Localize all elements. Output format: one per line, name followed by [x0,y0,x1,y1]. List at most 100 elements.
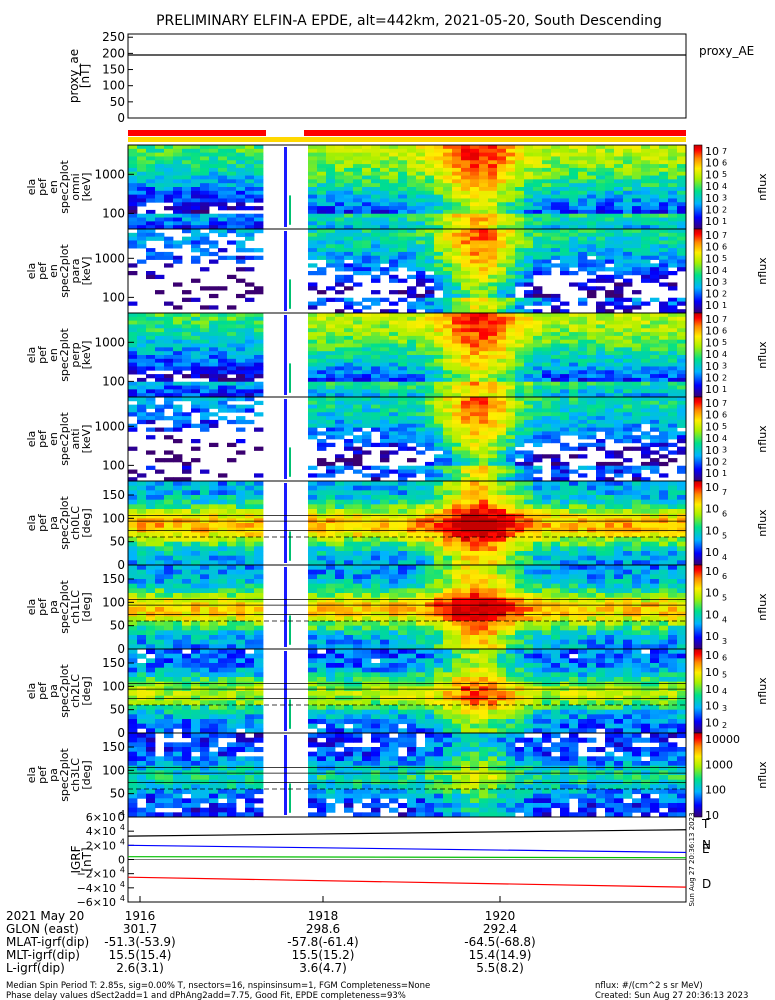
spectrogram-cell [164,377,174,383]
spectrogram-cell [623,335,633,341]
spectrogram-cell [344,167,354,173]
spectrogram-cell [587,320,597,325]
pitch-angle-cell [362,513,372,519]
spectrogram-cell [641,267,651,272]
pitch-angle-cell [227,481,237,487]
spectrogram-cell [569,152,579,157]
spectrogram-cell [533,377,543,383]
spectrogram-cell [587,286,597,291]
spectrogram-cell [380,148,390,154]
spectrogram-cell [425,145,435,150]
spectrogram-cell [515,477,525,482]
spectrogram-cell [209,194,219,199]
spectrogram-cell [641,461,651,467]
spectrogram-cell [470,412,480,417]
spectrogram-cell [317,347,327,352]
spectrogram-cell [353,209,363,215]
pitch-angle-cell [371,504,381,510]
spectrogram-cell [425,240,435,245]
pitch-angle-cell [254,481,264,487]
pitch-angle-cell [254,537,264,543]
spectrogram-cell [218,393,228,398]
spectrogram-cell [461,355,471,360]
spectrogram-cell [209,293,219,299]
spectrogram-cell [236,179,246,184]
spectrogram-cell [353,217,363,222]
spectrogram-cell [479,385,489,390]
pitch-angle-cell [416,504,426,510]
spectrogram-cell [632,377,642,383]
spectrogram-cell [335,313,345,318]
spectrogram-cell [434,160,444,165]
pitch-angle-cell [209,560,219,566]
spectrogram-cell [128,381,138,386]
spectrogram-cell [146,209,156,215]
spectrogram-cell [191,355,201,360]
spectrogram-cell [470,465,480,470]
spectrogram-cell [326,255,336,260]
spectrogram-cell [128,332,138,337]
spectrogram-cell [614,267,624,272]
spectrogram-cell [578,366,588,371]
spectrogram-cell [614,167,624,173]
pitch-angle-cell [317,560,327,566]
spectrogram-cell [353,397,363,402]
spectrogram-cell [524,313,534,318]
spectrogram-cell [407,156,417,161]
spectrogram-cell [317,148,327,154]
spectrogram-cell [434,469,444,474]
spectrogram-cell [182,347,192,352]
spectrogram-cell [227,408,237,413]
spectrogram-cell [128,148,138,154]
spectrogram-cell [614,397,624,402]
spectrogram-cell [425,229,435,234]
spectrogram-cell [632,412,642,417]
spectrogram-cell [443,381,453,386]
spectrogram-cell [515,278,525,283]
spectrogram-cell [407,255,417,260]
spectrogram-cell [236,194,246,199]
spectrogram-cell [659,209,669,215]
spectrogram-cell [542,259,552,264]
spectrogram-cell [209,225,219,230]
spectrogram-cell [344,263,354,268]
spectrogram-cell [344,187,354,192]
spectrogram-cell [479,393,489,398]
pitch-angle-cell [191,513,201,519]
pitch-angle-cell [326,546,336,552]
spectrogram-cell [326,194,336,199]
spectrogram-cell [146,358,156,364]
pitch-angle-cell [425,555,435,561]
spectrogram-cell [623,374,633,379]
spectrogram-cell [353,320,363,325]
spectrogram-cell [623,244,633,249]
pitch-angle-cell [425,532,435,538]
spectrogram-cell [407,408,417,413]
spectrogram-cell [542,419,552,425]
spectrogram-cell [614,213,624,218]
spectrogram-cell [524,320,534,325]
spectrogram-cell [650,156,660,161]
spectrogram-cell [488,160,498,165]
spectrogram-cell [155,362,165,367]
spectrogram-cell [407,435,417,440]
spectrogram-cell [173,206,183,211]
spectrogram-cell [659,355,669,360]
spectrogram-cell [146,221,156,226]
spectrogram-cell [659,190,669,196]
spectrogram-cell [479,255,489,260]
spectrogram-cell [560,343,570,348]
spectrogram-cell [389,164,399,169]
spectrogram-cell [398,221,408,226]
pitch-angle-cell [326,485,336,491]
spectrogram-cell [173,416,183,421]
spectrogram-cell [344,160,354,165]
spectrogram-cell [551,427,561,432]
spectrogram-cell [434,320,444,325]
spectrogram-cell [596,225,606,230]
spectrogram-cell [452,454,462,459]
spectrogram-cell [614,351,624,356]
spectrogram-cell [389,206,399,211]
spectrogram-cell [452,259,462,264]
spectrogram-cell [524,473,534,478]
